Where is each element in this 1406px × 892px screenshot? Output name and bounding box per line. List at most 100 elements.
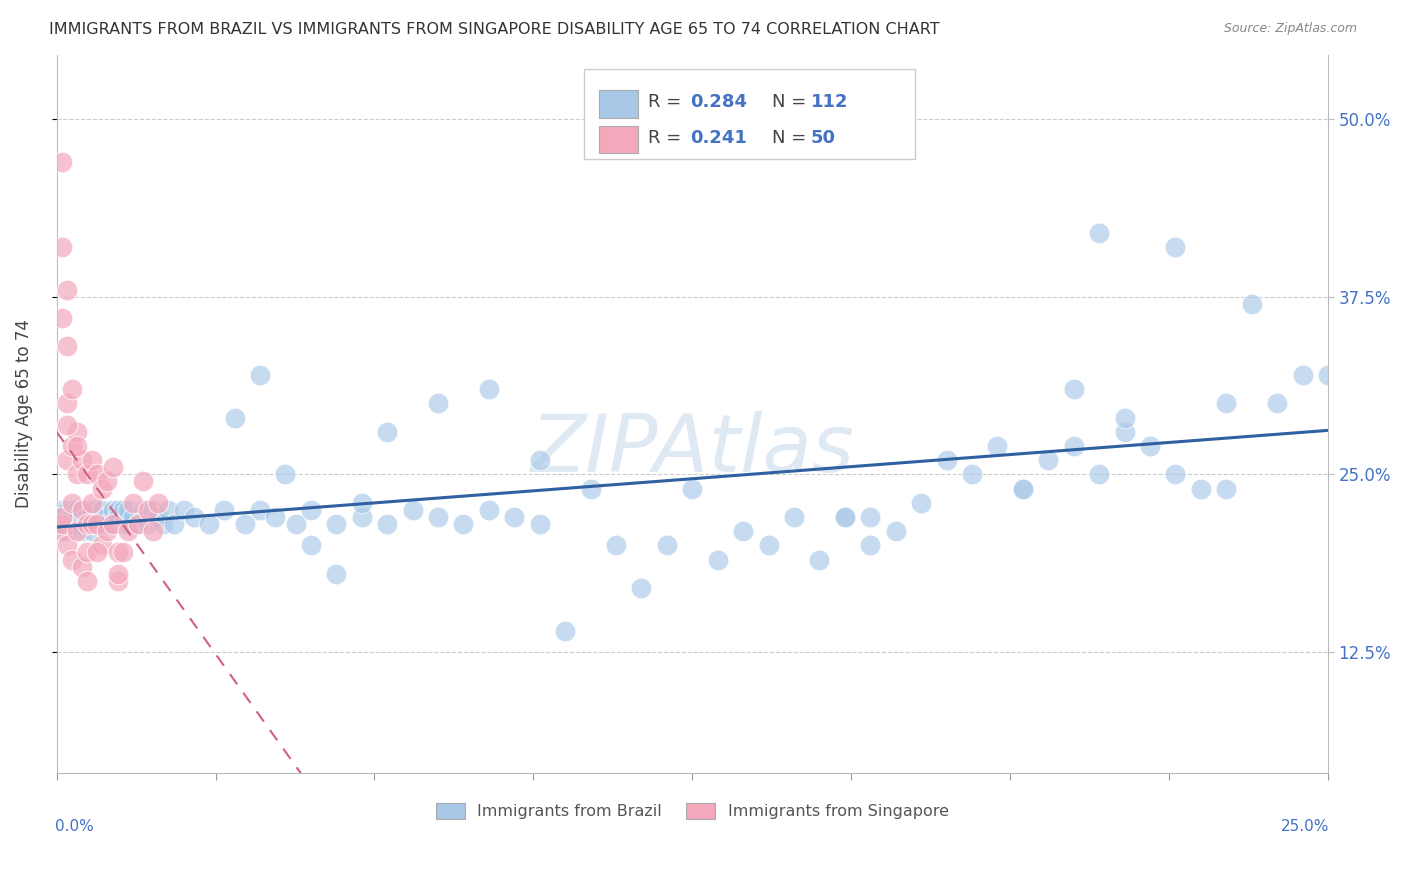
Point — [76, 574, 98, 588]
Point — [101, 460, 124, 475]
Point — [86, 467, 108, 482]
Point — [70, 453, 93, 467]
Point — [960, 467, 983, 482]
Point — [375, 517, 398, 532]
Point — [605, 538, 627, 552]
Point — [86, 517, 108, 532]
Point — [122, 510, 145, 524]
Text: 0.0%: 0.0% — [55, 820, 94, 834]
Point — [834, 510, 856, 524]
Text: R =: R = — [648, 128, 686, 146]
Point — [51, 503, 73, 517]
Point — [76, 517, 98, 532]
Text: ZIPAtlas: ZIPAtlas — [530, 411, 855, 489]
Point — [758, 538, 780, 552]
Point — [82, 524, 104, 538]
Point — [76, 503, 98, 517]
Text: IMMIGRANTS FROM BRAZIL VS IMMIGRANTS FROM SINGAPORE DISABILITY AGE 65 TO 74 CORR: IMMIGRANTS FROM BRAZIL VS IMMIGRANTS FRO… — [49, 22, 939, 37]
Point — [66, 510, 89, 524]
Point — [579, 482, 602, 496]
Point — [910, 496, 932, 510]
Point — [55, 283, 77, 297]
Point — [70, 517, 93, 532]
Point — [60, 496, 83, 510]
Point — [478, 382, 501, 396]
Point — [478, 503, 501, 517]
Point — [66, 439, 89, 453]
FancyBboxPatch shape — [599, 90, 637, 118]
FancyBboxPatch shape — [599, 126, 637, 153]
Point — [51, 240, 73, 254]
Point — [834, 510, 856, 524]
Point — [1240, 297, 1263, 311]
Point — [1114, 410, 1136, 425]
Point — [1265, 396, 1288, 410]
Point — [111, 545, 134, 559]
Point — [66, 524, 89, 538]
Point — [70, 559, 93, 574]
Point — [51, 311, 73, 326]
Point — [1011, 482, 1033, 496]
Point — [325, 566, 347, 581]
Y-axis label: Disability Age 65 to 74: Disability Age 65 to 74 — [15, 319, 32, 508]
Text: N =: N = — [772, 128, 813, 146]
Legend: Immigrants from Brazil, Immigrants from Singapore: Immigrants from Brazil, Immigrants from … — [429, 797, 955, 826]
Point — [82, 453, 104, 467]
Point — [91, 503, 114, 517]
Point — [630, 581, 652, 595]
Point — [127, 517, 149, 532]
Point — [91, 517, 114, 532]
Text: 25.0%: 25.0% — [1281, 820, 1329, 834]
Point — [66, 425, 89, 439]
Point — [107, 510, 129, 524]
Text: 112: 112 — [810, 93, 848, 111]
Point — [1164, 467, 1187, 482]
Point — [148, 496, 170, 510]
Point — [1011, 482, 1033, 496]
Point — [214, 503, 236, 517]
Point — [529, 517, 551, 532]
Point — [55, 339, 77, 353]
FancyBboxPatch shape — [585, 70, 915, 159]
Point — [127, 517, 149, 532]
Point — [162, 517, 184, 532]
Point — [55, 503, 77, 517]
Point — [55, 453, 77, 467]
Point — [66, 467, 89, 482]
Point — [529, 453, 551, 467]
Point — [1114, 425, 1136, 439]
Point — [859, 510, 882, 524]
Point — [986, 439, 1008, 453]
Point — [76, 467, 98, 482]
Point — [249, 368, 271, 382]
Point — [101, 517, 124, 532]
Point — [96, 510, 118, 524]
Point — [136, 503, 159, 517]
Point — [299, 538, 322, 552]
Point — [350, 510, 373, 524]
Point — [96, 524, 118, 538]
Point — [117, 517, 139, 532]
Point — [157, 503, 180, 517]
Point — [142, 524, 165, 538]
Point — [503, 510, 526, 524]
Point — [274, 467, 297, 482]
Point — [249, 503, 271, 517]
Point — [96, 475, 118, 489]
Point — [1139, 439, 1161, 453]
Point — [1291, 368, 1313, 382]
Point — [681, 482, 703, 496]
Point — [55, 417, 77, 432]
Point — [76, 510, 98, 524]
Point — [96, 517, 118, 532]
Point — [111, 503, 134, 517]
Point — [76, 545, 98, 559]
Point — [107, 566, 129, 581]
Point — [117, 503, 139, 517]
Point — [1088, 467, 1111, 482]
Point — [60, 517, 83, 532]
Point — [51, 517, 73, 532]
Point — [554, 624, 576, 638]
Point — [60, 552, 83, 566]
Point — [264, 510, 287, 524]
